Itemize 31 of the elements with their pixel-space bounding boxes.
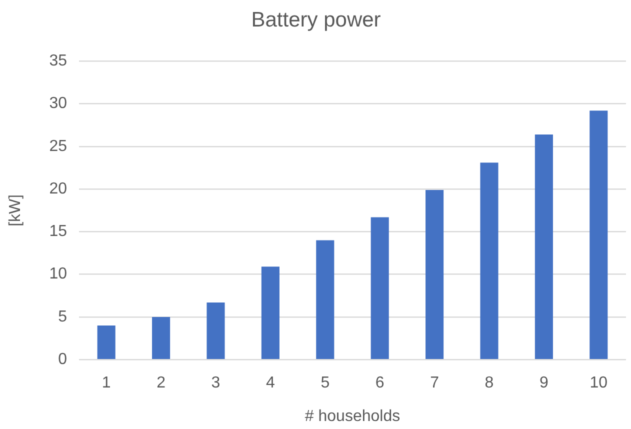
bar	[316, 240, 334, 359]
x-tick-label: 3	[211, 374, 220, 392]
y-tick-label: 10	[49, 266, 68, 283]
bar	[590, 110, 608, 359]
y-tick-label: 35	[49, 52, 68, 70]
x-tick-label: 1	[102, 374, 111, 392]
bar	[97, 325, 116, 359]
y-axis-title: [kW]	[7, 194, 24, 226]
bar	[206, 302, 225, 359]
y-tick-label: 20	[49, 180, 68, 198]
x-tick-label: 7	[430, 374, 440, 392]
bar	[480, 162, 498, 359]
x-tick-label: 2	[156, 374, 166, 392]
x-tick-label: 10	[590, 374, 608, 392]
y-tick-label: 5	[58, 308, 68, 326]
chart-title: Battery power	[251, 8, 381, 32]
x-tick-label: 9	[539, 374, 548, 392]
x-tick-label: 4	[266, 374, 275, 392]
y-tick-label: 0	[58, 351, 68, 368]
y-tick-label: 25	[49, 138, 68, 155]
bar	[261, 266, 280, 359]
x-tick-label: 8	[484, 374, 494, 392]
bar	[426, 190, 444, 359]
x-tick-label: 6	[375, 374, 384, 392]
x-tick-label: 5	[320, 374, 330, 392]
y-tick-label: 30	[49, 95, 68, 112]
bar	[152, 316, 170, 359]
y-tick-label: 15	[49, 223, 68, 240]
x-axis-title: # households	[304, 408, 400, 425]
bar	[370, 217, 389, 359]
bar	[534, 134, 553, 359]
